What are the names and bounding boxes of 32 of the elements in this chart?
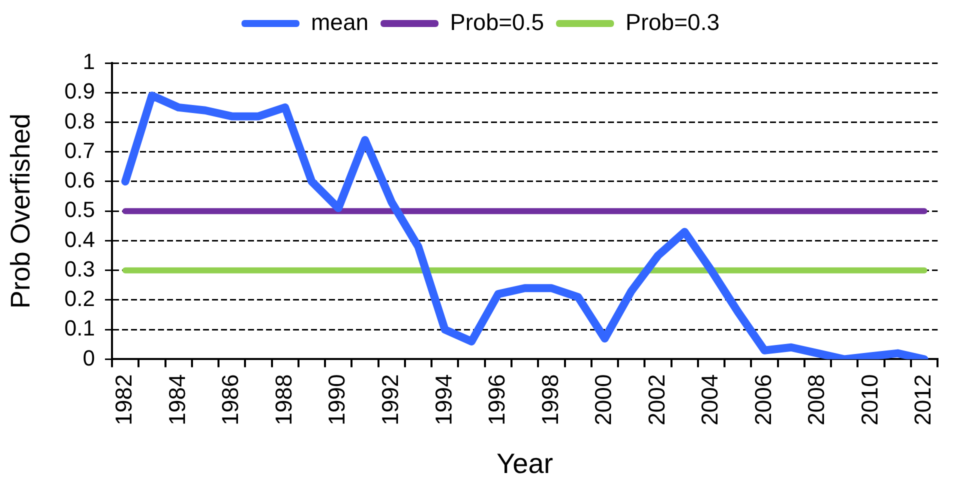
x-tick-label: 1986	[217, 374, 244, 426]
x-tick-label: 2004	[696, 374, 723, 426]
x-tick-label: 2006	[750, 374, 776, 426]
y-tick-label: 0.1	[64, 316, 95, 341]
y-tick-label: 0.9	[64, 78, 95, 104]
x-tick-label: 1996	[484, 374, 510, 426]
x-tick-label: 1992	[376, 374, 403, 426]
x-tick-label: 1998	[536, 374, 563, 426]
y-tick-label: 0.3	[64, 256, 95, 282]
y-tick-label: 0.4	[64, 226, 95, 252]
x-tick-label: 2012	[910, 374, 936, 426]
y-tick-label: 0	[82, 345, 95, 370]
y-axis-title: Prob Overfished	[6, 114, 36, 309]
x-tick-label: 1994	[430, 374, 456, 426]
x-tick-label: 2008	[803, 374, 830, 426]
x-tick-label: 1982	[110, 374, 137, 426]
y-tick-label: 0.8	[64, 108, 95, 134]
y-tick-label: 0.2	[64, 286, 95, 312]
x-tick-label: 1984	[164, 374, 190, 426]
y-tick-label: 1	[82, 49, 95, 74]
y-tick-label: 0.7	[64, 138, 95, 163]
x-tick-label: 2010	[856, 374, 882, 426]
legend-label: mean	[310, 8, 369, 35]
x-axis-title: Year	[496, 448, 554, 479]
legend-label: Prob=0.3	[626, 8, 720, 35]
x-tick-label: 1988	[270, 374, 296, 426]
x-tick-label: 1990	[324, 374, 350, 426]
legend-label: Prob=0.5	[450, 8, 544, 35]
y-tick-label: 0.6	[64, 168, 95, 193]
y-tick-label: 0.5	[64, 197, 95, 222]
x-tick-label: 2000	[590, 374, 616, 426]
x-tick-label: 2002	[643, 374, 670, 426]
